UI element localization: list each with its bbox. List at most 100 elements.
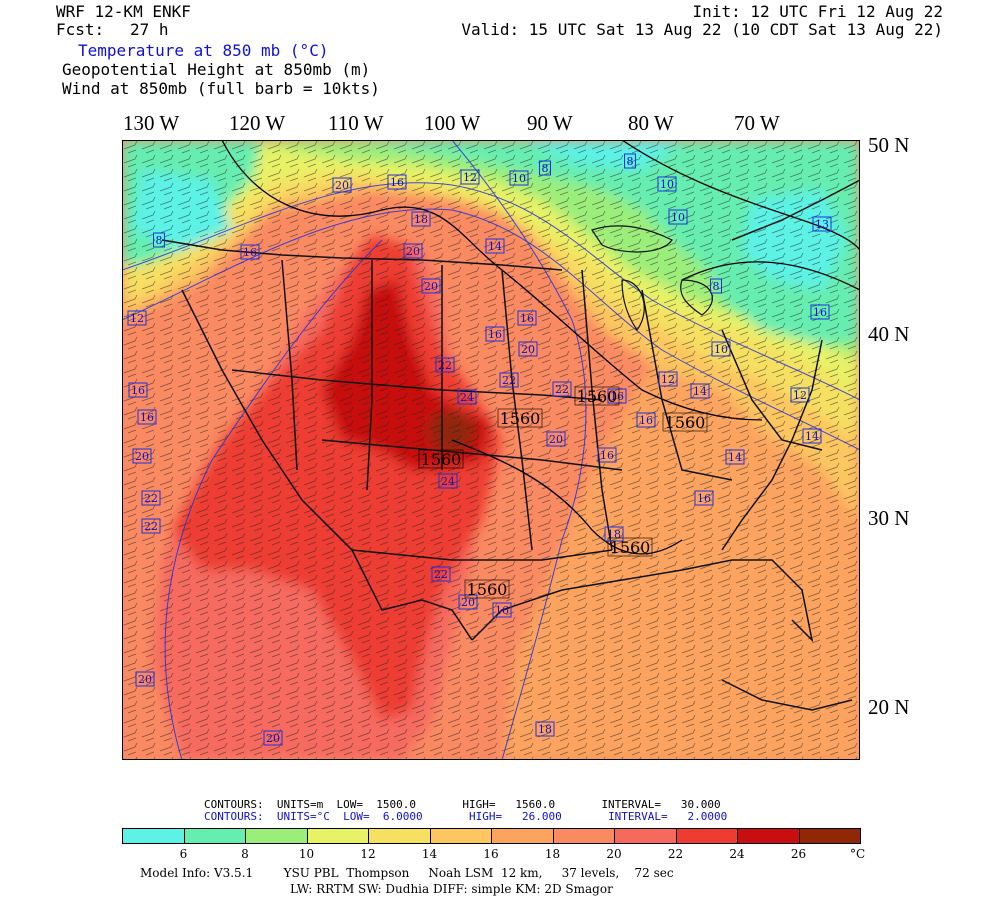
contour-label: 8 bbox=[713, 280, 720, 293]
contour-label-box bbox=[810, 304, 830, 320]
contour-label: 20 bbox=[461, 596, 475, 609]
contour-label: 22 bbox=[144, 520, 158, 533]
height-contours bbox=[221, 140, 860, 555]
contour-label-box bbox=[132, 448, 152, 464]
height-label: 1560 bbox=[577, 387, 618, 406]
lat-label-30n: 30 N bbox=[868, 506, 910, 530]
contour-label-box bbox=[387, 174, 407, 190]
height-label-layer: 1560 1560 1560 1560 1560 1560 bbox=[418, 386, 708, 599]
contour-label-box bbox=[263, 730, 283, 746]
contour-label-box bbox=[485, 326, 505, 342]
colorbar-swatch bbox=[306, 828, 369, 844]
contour-label: 13 bbox=[815, 218, 829, 231]
contour-label-box bbox=[403, 243, 423, 259]
contour-label-box bbox=[127, 310, 147, 326]
contour-label-box bbox=[546, 431, 566, 447]
contour-label-box bbox=[435, 357, 455, 373]
contour-label-box bbox=[636, 412, 656, 428]
contour-label: 20 bbox=[549, 433, 563, 446]
contour-label-box bbox=[607, 388, 627, 404]
contour-label-box bbox=[658, 371, 678, 387]
height-label-box bbox=[418, 449, 464, 469]
political-borders bbox=[161, 179, 860, 711]
contour-label: 22 bbox=[438, 359, 452, 372]
colorbar-tick-label: 26 bbox=[790, 847, 807, 861]
contour-label-box bbox=[332, 177, 352, 193]
colorbar-tick-label: 14 bbox=[421, 847, 438, 861]
contour-label-box bbox=[539, 160, 551, 176]
contour-label-box bbox=[517, 310, 537, 326]
contour-label: 16 bbox=[813, 306, 827, 319]
contour-label: 10 bbox=[512, 172, 526, 185]
contour-label: 16 bbox=[610, 390, 624, 403]
height-label: 1560 bbox=[500, 409, 541, 428]
contour-label: 20 bbox=[135, 450, 149, 463]
colorbar-swatch bbox=[737, 828, 800, 844]
field-height-title: Geopotential Height at 850mb (m) bbox=[62, 60, 371, 79]
map-frame bbox=[122, 140, 860, 760]
height-label-box bbox=[497, 408, 543, 428]
init-time: Init: 12 UTC Fri 12 Aug 22 bbox=[692, 2, 943, 21]
colorbar-swatch bbox=[368, 828, 431, 844]
contour-label: 14 bbox=[805, 430, 819, 443]
contour-label: 20 bbox=[335, 179, 349, 192]
model-info: Model Info: V3.5.1 YSU PBL Thompson Noah… bbox=[140, 866, 674, 880]
colorbar-tick-label: 22 bbox=[667, 847, 684, 861]
colorbar-tick-label: 8 bbox=[241, 847, 249, 861]
contour-label: 20 bbox=[266, 732, 280, 745]
contour-label: 16 bbox=[140, 411, 154, 424]
height-label-box bbox=[574, 386, 620, 406]
lon-label-90w: 90 W bbox=[527, 111, 573, 135]
height-label: 1560 bbox=[467, 580, 508, 599]
contour-label: 18 bbox=[538, 723, 552, 736]
colorbar-tick-label: 16 bbox=[483, 847, 499, 861]
colorbar-tick-label: 6 bbox=[179, 847, 188, 861]
contour-label-box bbox=[499, 372, 519, 388]
contour-label: 16 bbox=[488, 328, 502, 341]
contour-label-box bbox=[153, 232, 165, 248]
colorbar-tick-label: 24 bbox=[729, 847, 745, 861]
lon-label-100w: 100 W bbox=[424, 111, 481, 135]
height-label-box bbox=[464, 579, 510, 599]
lon-label-130w: 130 W bbox=[123, 111, 180, 135]
lon-label-80w: 80 W bbox=[628, 111, 674, 135]
contour-label-box bbox=[597, 447, 617, 463]
contour-label-box bbox=[128, 382, 148, 398]
colorbar-unit: °C bbox=[850, 847, 866, 861]
colorbar-tick-label: 12 bbox=[360, 847, 376, 861]
height-label-box bbox=[607, 537, 653, 557]
contour-label-box bbox=[790, 387, 810, 403]
contour-label-box bbox=[431, 566, 451, 582]
colorbar-tick-label: 18 bbox=[544, 847, 561, 861]
contour-label-box bbox=[604, 526, 624, 542]
contour-label-box bbox=[135, 671, 155, 687]
colorbar-tick-label: 20 bbox=[606, 847, 622, 861]
contour-label-box bbox=[137, 409, 157, 425]
contour-label: 10 bbox=[671, 211, 685, 224]
height-contour-info: CONTOURS: UNITS=m LOW= 1500.0 HIGH= 1560… bbox=[204, 798, 721, 811]
contour-label-box bbox=[141, 518, 161, 534]
colorbar-swatch bbox=[798, 828, 861, 844]
forecast-hour: 27 h bbox=[130, 20, 169, 39]
colorbar-swatch bbox=[245, 828, 308, 844]
temperature-map: 20 16 12 10 8 8 10 10 13 8 16 18 20 14 20 8 12 16 16 22 20 10… bbox=[122, 140, 860, 760]
contour-label-box bbox=[694, 490, 714, 506]
contour-label-box bbox=[460, 169, 480, 185]
contour-label-box bbox=[485, 238, 505, 254]
contour-label-box bbox=[457, 389, 477, 405]
contour-label: 10 bbox=[660, 178, 674, 191]
contour-label-box bbox=[668, 209, 688, 225]
contour-label: 10 bbox=[714, 343, 728, 356]
height-label: 1560 bbox=[421, 450, 462, 469]
contour-label-box bbox=[458, 594, 478, 610]
contour-label-box bbox=[535, 721, 555, 737]
height-label: 1560 bbox=[610, 538, 651, 557]
contour-label-box bbox=[492, 602, 512, 618]
contour-label: 16 bbox=[600, 449, 614, 462]
colorbar-swatch bbox=[552, 828, 615, 844]
contour-label: 12 bbox=[793, 389, 807, 402]
contour-label: 20 bbox=[406, 245, 420, 258]
contour-label: 16 bbox=[697, 492, 711, 505]
contour-label: 24 bbox=[460, 391, 474, 404]
contour-label: 16 bbox=[390, 176, 404, 189]
